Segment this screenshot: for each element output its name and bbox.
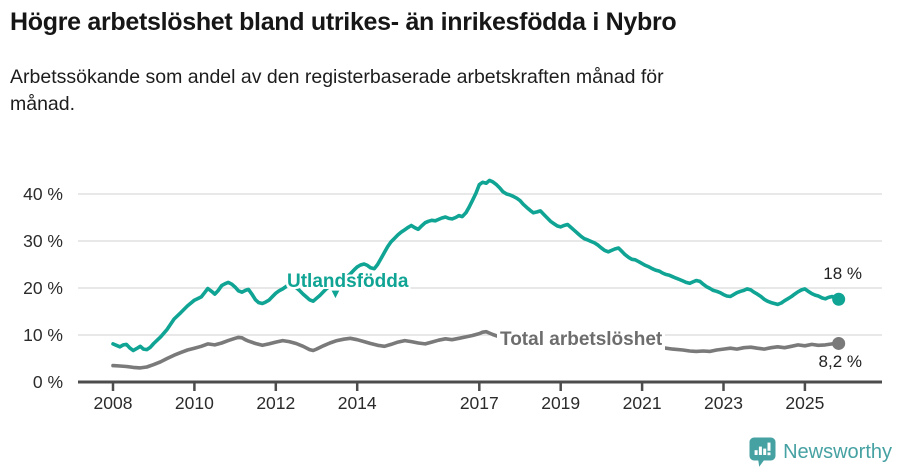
newsworthy-bubble-icon [749, 437, 776, 467]
x-tick-label: 2021 [623, 393, 662, 413]
series-end-dot-total [832, 336, 846, 350]
newsworthy-wordmark: Newsworthy [783, 441, 892, 463]
x-tick-label: 2023 [704, 393, 743, 413]
y-tick-label: 40 % [23, 184, 63, 204]
end-value-total: 8,2 % [818, 352, 862, 371]
y-tick-label: 30 % [23, 231, 63, 251]
x-tick-label: 2014 [338, 393, 377, 413]
x-tick-label: 2012 [256, 393, 295, 413]
newsworthy-logo[interactable]: Newsworthy [749, 437, 892, 468]
series-end-dot-utlandsfodda [832, 292, 846, 306]
series-line-total [111, 329, 841, 370]
x-tick-label: 2010 [175, 393, 214, 413]
series-line-utlandsfodda [111, 178, 841, 353]
utlandsfodda-pointer-icon: ▼ [329, 286, 342, 301]
y-tick-label: 10 % [23, 325, 63, 345]
y-tick-label: 0 % [33, 372, 63, 392]
series-label-total: Total arbetslöshet [497, 329, 666, 351]
chart-subtitle: Arbetssökande som andel av den registerb… [10, 66, 664, 115]
page-title: Högre arbetslöshet bland utrikes- än inr… [10, 8, 677, 36]
x-tick-label: 2019 [541, 393, 580, 413]
x-tick-label: 2008 [94, 393, 133, 413]
x-tick-label: 2025 [785, 393, 824, 413]
end-value-utlandsfodda: 18 % [823, 264, 862, 283]
x-tick-label: 2017 [460, 393, 499, 413]
series-label-utlandsfodda: Utlandsfödda [287, 271, 409, 292]
y-tick-label: 20 % [23, 278, 63, 298]
